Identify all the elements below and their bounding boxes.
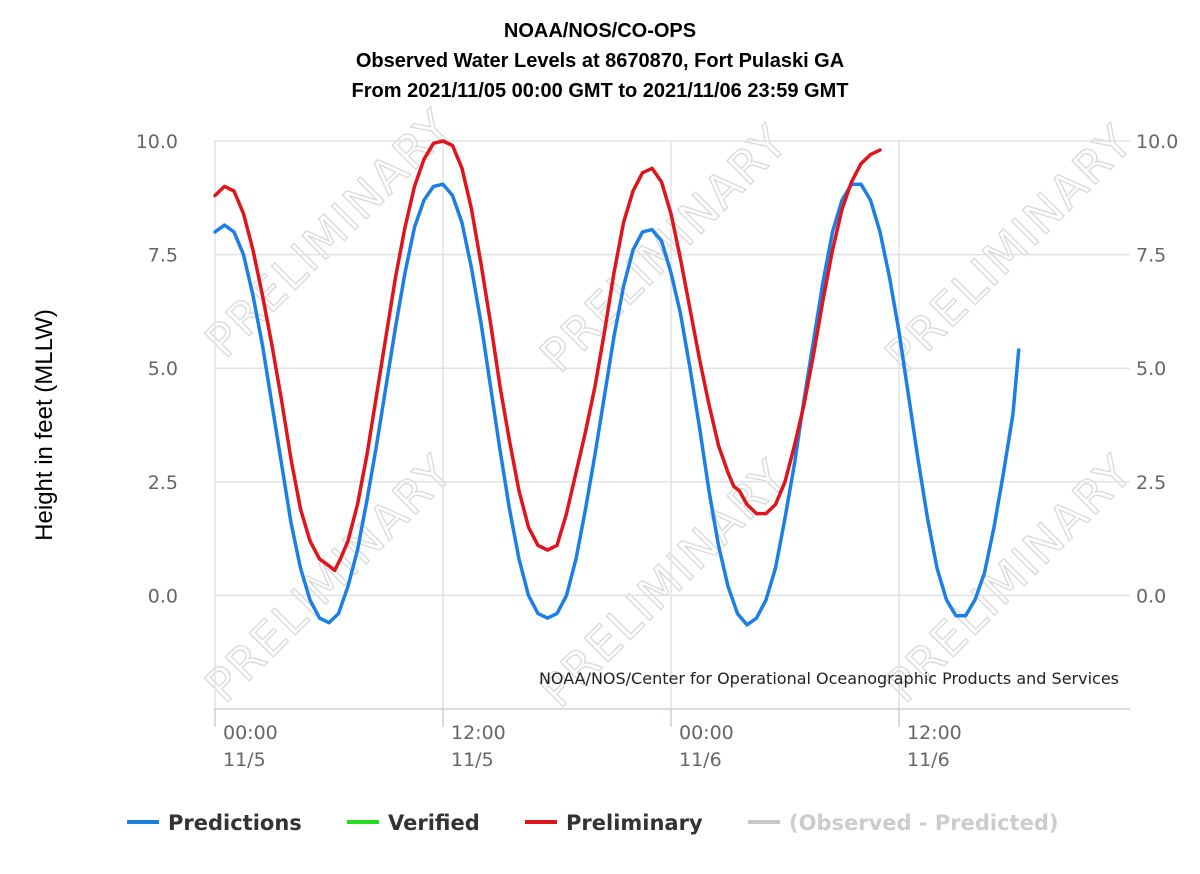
y-tick-label-right: 10.0	[1136, 131, 1178, 153]
y-tick-label-right: 5.0	[1136, 358, 1166, 380]
chart-title: NOAA/NOS/CO-OPS Observed Water Levels at…	[352, 20, 849, 102]
y-tick-label-left: 7.5	[148, 245, 178, 267]
watermark-layer: PRELIMINARY PRELIMINARY PRELIMINARY PREL…	[194, 98, 1144, 718]
x-tick-date: 11/6	[907, 749, 950, 771]
y-tick-label-right: 2.5	[1136, 472, 1166, 494]
legend-label-verified: Verified	[388, 811, 480, 835]
y-tick-label-left: 5.0	[148, 358, 178, 380]
y-tick-label-left: 2.5	[148, 472, 178, 494]
legend-item-observed-minus-predicted[interactable]: (Observed - Predicted)	[748, 811, 1058, 835]
x-tick-date: 11/5	[451, 749, 494, 771]
legend-label-predictions: Predictions	[168, 811, 302, 835]
legend-item-preliminary[interactable]: Preliminary	[525, 811, 703, 835]
title-line-2: Observed Water Levels at 8670870, Fort P…	[356, 50, 844, 72]
x-ticks: 00:00 11/5 12:00 11/5 00:00 11/6 12:00 11/6	[223, 722, 962, 771]
y-tick-label-right: 0.0	[1136, 585, 1166, 607]
y-axis-label: Height in feet (MLLW)	[31, 309, 58, 541]
x-tick-time: 12:00	[451, 722, 506, 744]
x-tick-date: 11/6	[679, 749, 722, 771]
legend-label-preliminary: Preliminary	[566, 811, 703, 835]
x-tick-time: 00:00	[679, 722, 734, 744]
y-tick-label-right: 7.5	[1136, 245, 1166, 267]
series-line-predictions	[213, 182, 1021, 627]
legend-item-predictions[interactable]: Predictions	[127, 811, 302, 835]
series-line-preliminary	[213, 139, 882, 573]
y-ticks: 10.0 10.0 7.5 7.5 5.0 5.0 2.5 2.5 0.0 0.0	[136, 131, 1179, 607]
legend-item-verified[interactable]: Verified	[347, 811, 480, 835]
x-tick-date: 11/5	[223, 749, 266, 771]
x-tick-time: 12:00	[907, 722, 962, 744]
watermark-text: PRELIMINARY	[875, 114, 1144, 383]
series-layer	[213, 139, 1021, 627]
watermark-text: PRELIMINARY	[195, 444, 464, 713]
credit-text: NOAA/NOS/Center for Operational Oceanogr…	[539, 669, 1119, 688]
title-line-3: From 2021/11/05 00:00 GMT to 2021/11/06 …	[352, 80, 849, 102]
y-tick-label-left: 10.0	[136, 131, 178, 153]
grid	[214, 140, 1130, 727]
title-line-1: NOAA/NOS/CO-OPS	[504, 20, 696, 42]
x-tick-time: 00:00	[223, 722, 278, 744]
legend-label-observed-minus-predicted: (Observed - Predicted)	[789, 811, 1058, 835]
y-tick-label-left: 0.0	[148, 585, 178, 607]
legend: Predictions Verified Preliminary (Observ…	[127, 811, 1058, 835]
